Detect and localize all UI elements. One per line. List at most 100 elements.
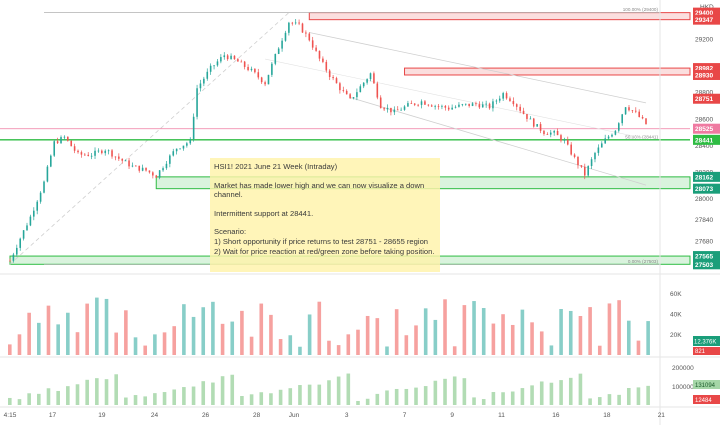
candle-body [53,141,56,156]
volume-bar [56,324,60,355]
candle-body [526,114,528,119]
price-badge [693,183,720,194]
indicator-label: 12484 [695,398,712,404]
candle-body [335,78,338,84]
time-tick-label: 16 [552,412,560,419]
candle-body [560,135,562,141]
candle-body [631,110,634,112]
candle-body [192,116,195,140]
indicator-bar [259,392,264,405]
price-tick-label: 28000 [695,196,713,203]
candle-body [458,104,460,107]
indicator-badge [693,380,720,389]
price-badge-label: 28982 [695,66,713,73]
volume-bar [588,307,592,355]
annotation-line-1: Market has made lower high and we can no… [214,180,425,200]
candle-body [294,22,297,24]
candle-body [240,61,243,63]
candle-body [223,55,226,58]
indicator-bar [336,376,341,405]
indicator-bar [124,397,128,405]
candle-body [502,93,504,99]
candle-body [546,134,549,135]
candle-body [124,160,127,162]
volume-bar [143,345,148,355]
candle-body [383,108,385,110]
volume-bar [104,298,109,355]
candle-body [172,151,175,156]
volume-bar [201,307,206,355]
candle-body [495,100,498,102]
indicator-bar [443,378,447,405]
candle-body [420,101,423,105]
candle-body [260,77,263,83]
volume-bar [288,335,293,355]
candle-body [247,66,249,71]
candle-body [220,57,222,62]
volume-bar [404,335,409,355]
candle-body [573,154,576,157]
candle-body [628,107,630,111]
candle-body [291,22,294,24]
candle-body [311,40,314,48]
candle-body [590,159,593,167]
time-tick-label: 18 [603,412,611,419]
candle-body [243,61,246,67]
candle-body [349,94,351,99]
time-tick-label: 21 [658,412,666,419]
indicator-bar [597,397,602,405]
candle-body [39,192,42,202]
annotation-scenario-head: Scenario: [214,227,247,237]
candle-body [97,150,100,152]
indicator-bar [327,380,331,405]
indicator-bar [626,388,631,405]
time-tick-label: Jun [289,412,300,419]
price-tick-label: 29200 [695,37,713,44]
volume-bar [336,345,341,355]
candle-body [90,155,93,157]
candle-body [43,181,45,193]
price-tick-label: 28600 [695,116,713,123]
volume-bar [211,301,215,355]
candle-body [611,134,613,137]
candle-body [410,103,413,104]
price-badge-label: 27565 [695,254,713,261]
volume-bar [133,337,138,355]
fib-level-label: 0.00% (27503) [628,259,659,264]
candle-body [369,73,372,80]
candle-body [145,167,147,171]
candle-body [386,107,389,110]
candle-body [427,104,430,106]
candle-body [604,138,606,144]
indicator-bar [162,392,167,405]
indicator-bar [433,380,438,405]
candle-body [33,210,35,217]
candle-body [447,107,450,110]
indicator-bar [501,392,505,405]
volume-bar [307,314,312,355]
candle-body [298,22,300,24]
candle-body [80,152,83,155]
candle-body [556,130,559,136]
candle-body [63,136,66,138]
indicator-bar [375,393,380,405]
candle-body [114,156,117,158]
volume-bar [559,309,563,355]
candle-body [519,106,521,111]
indicator-bar [491,392,496,405]
candle-body [209,65,212,72]
indicator-bar [104,379,109,405]
volume-bar [597,345,602,355]
candle-body [230,55,232,60]
volume-bar [549,345,554,355]
candle-body [339,83,341,91]
indicator-bar [385,390,389,405]
indicator-bar [278,389,283,405]
volume-tick-label: 40K [670,311,682,318]
candle-body [301,23,304,33]
candle-body [36,201,39,211]
candle-body [424,101,426,105]
price-badge [693,251,720,262]
candle-body [407,103,409,107]
candle-body [597,147,600,153]
